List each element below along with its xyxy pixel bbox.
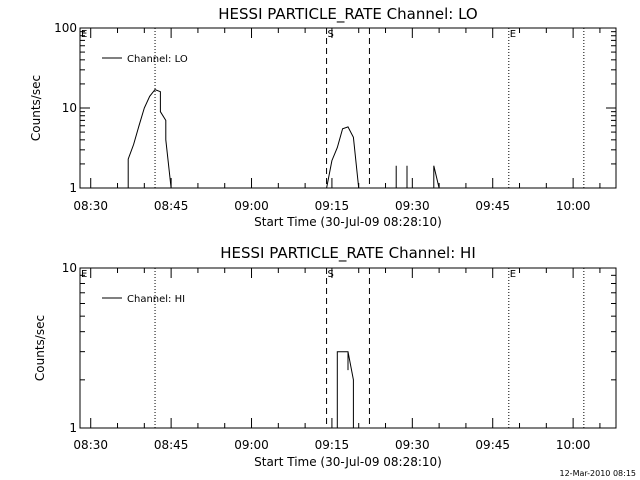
x-axis-label: Start Time (30-Jul-09 08:28:10) — [254, 215, 442, 229]
x-tick-label: 09:00 — [234, 438, 269, 452]
event-marker-label: E — [510, 29, 516, 40]
event-marker-label: S — [328, 29, 334, 40]
x-tick-label: 09:15 — [315, 438, 350, 452]
event-marker-label: E — [510, 269, 516, 280]
legend-label: Channel: LO — [127, 54, 188, 65]
chart-title: HESSI PARTICLE_RATE Channel: LO — [218, 5, 477, 24]
x-tick-label: 08:45 — [154, 199, 189, 213]
x-tick-label: 09:45 — [475, 438, 510, 452]
footer-timestamp: 12-Mar-2010 08:15 — [560, 469, 637, 478]
chart-title: HESSI PARTICLE_RATE Channel: HI — [220, 244, 476, 263]
series-line — [326, 126, 360, 189]
x-axis-label: Start Time (30-Jul-09 08:28:10) — [254, 455, 442, 469]
x-tick-label: 09:30 — [395, 199, 430, 213]
legend-label: Channel: HI — [127, 294, 185, 305]
series-line — [127, 89, 172, 189]
event-marker-label: S — [328, 269, 334, 280]
y-tick-label: 10 — [62, 101, 77, 115]
series-line — [336, 351, 354, 428]
y-tick-label: 10 — [62, 261, 77, 275]
y-tick-label: 1 — [69, 181, 77, 195]
x-tick-label: 09:45 — [475, 199, 510, 213]
x-tick-label: 10:00 — [556, 438, 591, 452]
y-axis-label: Counts/sec — [33, 315, 47, 381]
series-line — [433, 165, 440, 189]
x-tick-label: 08:30 — [73, 438, 108, 452]
x-tick-label: 10:00 — [556, 199, 591, 213]
series-line — [395, 165, 408, 189]
x-tick-label: 09:15 — [315, 199, 350, 213]
y-tick-label: 100 — [54, 21, 77, 35]
x-tick-label: 08:45 — [154, 438, 189, 452]
x-tick-label: 09:00 — [234, 199, 269, 213]
event-marker-label: E — [81, 29, 87, 40]
y-axis-label: Counts/sec — [29, 75, 43, 141]
x-tick-label: 08:30 — [73, 199, 108, 213]
event-marker-label: E — [81, 269, 87, 280]
plot-frame — [79, 267, 617, 429]
y-tick-label: 1 — [69, 421, 77, 435]
x-tick-label: 09:30 — [395, 438, 430, 452]
